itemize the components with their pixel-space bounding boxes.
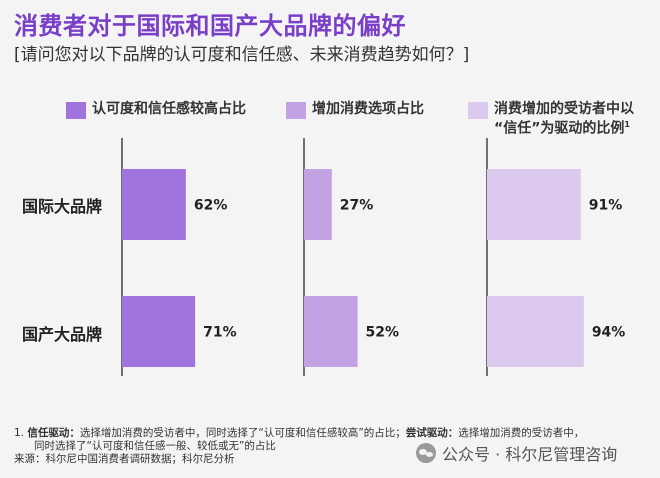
footnote-label-trust: 信任驱动： [27,427,80,439]
footnote-line-1: 1. 信任驱动：选择增加消费的受访者中，同时选择了“认可度和信任感较高”的占比；… [14,427,654,440]
legend-label-3-line1: 消费增加的受访者中以 [494,101,634,117]
bar-s1-c1 [122,169,186,240]
bar-s2-c2 [304,296,358,367]
footnote: 1. 信任驱动：选择增加消费的受访者中，同时选择了“认可度和信任感较高”的占比；… [14,427,654,466]
bar-s3-c1 [487,169,581,240]
legend-swatch-2 [286,102,306,119]
footnote-text-trial: 选择增加消费的受访者中， [458,427,585,439]
bar-s3-c2 [487,296,584,367]
bar-s2-c1 [304,169,332,240]
category-label-intl: 国际大品牌 [22,197,103,216]
legend-label-3: 消费增加的受访者中以 “信任”为驱动的比例1 [494,101,634,137]
legend-label-2: 增加消费选项占比 [312,101,424,117]
legend-label-1: 认可度和信任感较高占比 [92,101,246,117]
bar-s1-c2 [122,296,196,367]
legend-label-3-line2-text: “信任”为驱动的比例 [494,120,625,137]
legend-item-2: 增加消费选项占比 [286,101,424,119]
wechat-icon [416,443,436,463]
footnote-label-trial: 尝试驱动： [405,427,459,439]
legend-swatch-1 [66,102,86,119]
legend-swatch-3 [468,102,488,119]
data-label-s1-c2: 71% [203,325,237,341]
legend-footnote-marker: 1 [624,120,630,129]
data-label-s2-c1: 27% [340,198,374,214]
watermark: 公众号 · 科尔尼管理咨询 [416,441,617,465]
footnote-source: 来源：科尔尼中国消费者调研数据；科尔尼分析 [14,453,235,465]
footnote-text-trust: 选择增加消费的受访者中，同时选择了“认可度和信任感较高”的占比； [79,427,406,439]
legend-item-3: 消费增加的受访者中以 “信任”为驱动的比例1 [468,101,634,137]
watermark-text: 公众号 · 科尔尼管理咨询 [442,445,618,464]
footnote-number: 1. [14,427,25,439]
footnote-line-2: 同时选择了“认可度和信任感一般、较低或无”的占比 [34,440,276,452]
page-subtitle: [请问您对以下品牌的认可度和信任感、未来消费趋势如何？] [14,45,470,65]
data-label-s1-c1: 62% [194,198,228,214]
legend-label-3-line2: “信任”为驱动的比例1 [494,117,634,137]
page-title: 消费者对于国际和国产大品牌的偏好 [14,12,406,40]
legend-item-1: 认可度和信任感较高占比 [66,101,246,119]
data-label-s3-c1: 91% [589,198,623,214]
data-label-s2-c2: 52% [366,325,400,341]
category-label-domestic: 国产大品牌 [22,325,103,344]
data-label-s3-c2: 94% [592,325,626,341]
